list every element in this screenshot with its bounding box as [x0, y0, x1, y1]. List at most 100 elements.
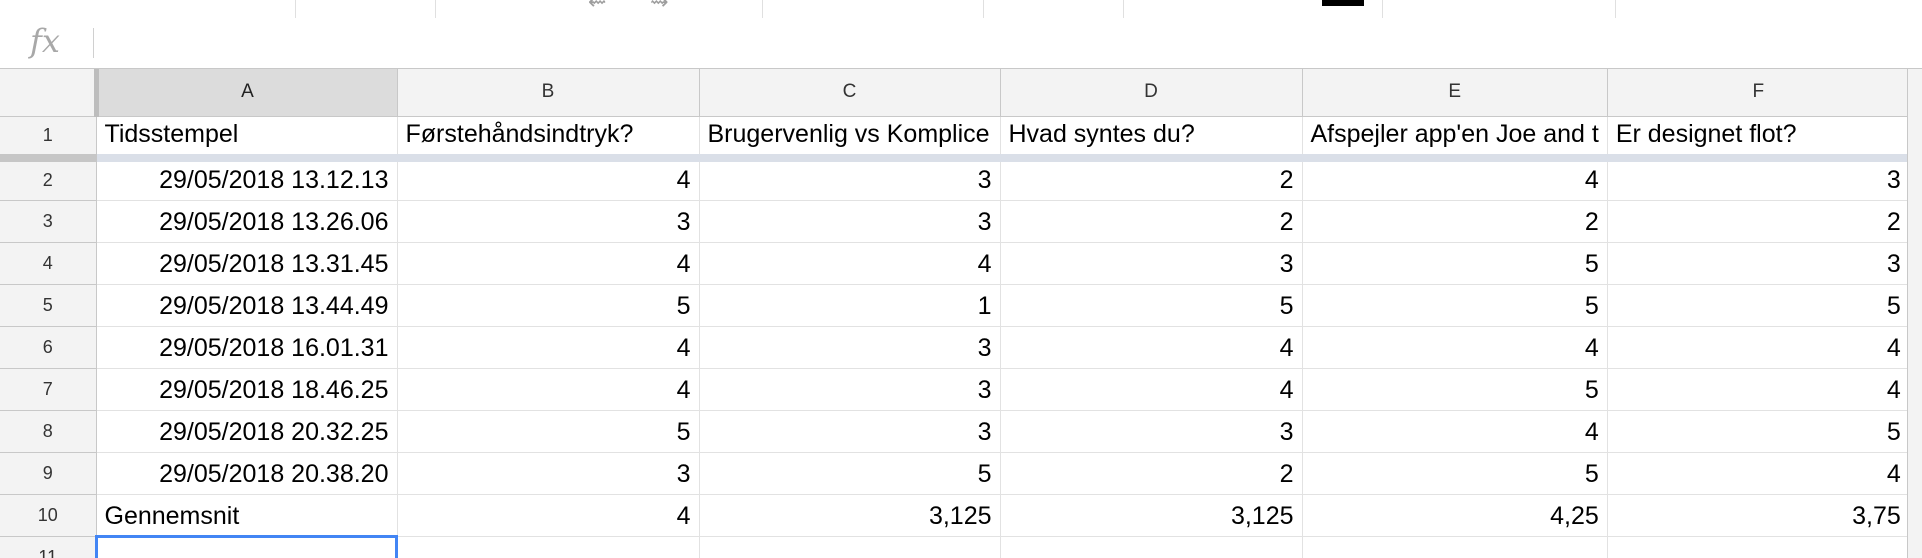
table-cell[interactable]: 29/05/2018 20.38.20	[96, 452, 398, 495]
table-cell[interactable]: Afspejler app'en Joe and t	[1302, 116, 1608, 162]
table-cell[interactable]: 4	[397, 368, 700, 411]
column-header-d[interactable]: D	[1000, 69, 1303, 117]
table-cell[interactable]: 3	[699, 368, 1001, 411]
row-header[interactable]: 7	[0, 368, 97, 411]
table-cell[interactable]: 4	[1000, 368, 1303, 411]
toolbar-separator	[435, 0, 436, 18]
table-cell[interactable]: 4	[397, 242, 700, 285]
table-cell[interactable]: 29/05/2018 13.12.13	[96, 158, 398, 201]
table-cell[interactable]: 5	[1302, 284, 1608, 327]
table-cell[interactable]: 3	[397, 452, 700, 495]
row-header[interactable]: 2	[0, 158, 97, 201]
table-cell[interactable]	[1607, 536, 1910, 558]
table-cell[interactable]: 4	[1607, 326, 1910, 369]
table-cell[interactable]: 5	[397, 410, 700, 453]
table-cell[interactable]: 4	[1302, 158, 1608, 201]
table-cell[interactable]	[1000, 536, 1303, 558]
table-row: 2 29/05/2018 13.12.13 4 3 2 4 3	[0, 158, 1910, 201]
table-cell[interactable]	[1302, 536, 1608, 558]
toolbar-separator	[1615, 0, 1616, 18]
table-cell[interactable]: 29/05/2018 16.01.31	[96, 326, 398, 369]
vertical-scrollbar[interactable]	[1907, 69, 1922, 558]
toolbar-separator	[762, 0, 763, 18]
table-cell[interactable]: 5	[1607, 410, 1910, 453]
table-cell[interactable]: 5	[1000, 284, 1303, 327]
table-cell[interactable]: 4	[397, 494, 700, 537]
row-header[interactable]: 9	[0, 452, 97, 495]
column-header-e[interactable]: E	[1302, 69, 1608, 117]
table-cell[interactable]: 3	[699, 326, 1001, 369]
column-header-c[interactable]: C	[699, 69, 1001, 117]
table-row: 6 29/05/2018 16.01.31 4 3 4 4 4	[0, 326, 1910, 369]
table-cell[interactable]: 4	[397, 158, 700, 201]
select-all-corner[interactable]	[0, 69, 99, 117]
table-cell[interactable]: 2	[1000, 200, 1303, 243]
table-cell[interactable]: 4	[1607, 452, 1910, 495]
table-cell[interactable]: Hvad syntes du?	[1000, 116, 1303, 162]
table-cell[interactable]: 3	[699, 158, 1001, 201]
table-cell[interactable]: 3	[699, 200, 1001, 243]
table-cell[interactable]: 4	[397, 326, 700, 369]
table-row: 8 29/05/2018 20.32.25 5 3 3 4 5	[0, 410, 1910, 453]
table-cell[interactable]: 3,125	[699, 494, 1001, 537]
redo-arrow-icon[interactable]: ⇝	[650, 0, 669, 14]
row-header[interactable]: 1	[0, 116, 97, 162]
table-cell[interactable]: 3,75	[1607, 494, 1910, 537]
table-cell[interactable]: 5	[397, 284, 700, 327]
formula-bar: fx	[0, 20, 1922, 69]
formula-bar-separator	[93, 28, 94, 58]
table-cell[interactable]: 3	[1000, 242, 1303, 285]
table-cell[interactable]: Førstehåndsindtryk?	[397, 116, 700, 162]
table-cell[interactable]: 4	[1000, 326, 1303, 369]
table-cell[interactable]: 29/05/2018 18.46.25	[96, 368, 398, 411]
table-cell[interactable]: 3	[699, 410, 1001, 453]
table-row: 3 29/05/2018 13.26.06 3 3 2 2 2	[0, 200, 1910, 243]
table-cell[interactable]: 2	[1607, 200, 1910, 243]
table-cell[interactable]: 3	[1000, 410, 1303, 453]
column-header-f[interactable]: F	[1607, 69, 1910, 117]
formula-input[interactable]	[100, 26, 1904, 62]
table-cell[interactable]: 3	[1607, 158, 1910, 201]
table-cell[interactable]: 5	[1302, 368, 1608, 411]
row-header[interactable]: 4	[0, 242, 97, 285]
table-cell[interactable]: 4	[1302, 410, 1608, 453]
text-color-swatch[interactable]	[1322, 0, 1364, 6]
table-cell[interactable]: 4	[699, 242, 1001, 285]
column-header-a[interactable]: A	[96, 69, 398, 117]
table-cell[interactable]: 5	[699, 452, 1001, 495]
table-cell[interactable]: Er designet flot?	[1607, 116, 1910, 162]
row-header[interactable]: 11	[0, 536, 97, 558]
undo-arrow-icon[interactable]: ⇜	[588, 0, 607, 14]
table-cell[interactable]	[397, 536, 700, 558]
table-cell[interactable]: 2	[1000, 158, 1303, 201]
table-cell[interactable]: 2	[1000, 452, 1303, 495]
table-cell[interactable]: 4	[1607, 368, 1910, 411]
table-cell[interactable]: 29/05/2018 13.31.45	[96, 242, 398, 285]
table-cell[interactable]: 5	[1607, 284, 1910, 327]
active-cell[interactable]	[95, 535, 398, 558]
table-cell[interactable]: 5	[1302, 452, 1608, 495]
table-row: 5 29/05/2018 13.44.49 5 1 5 5 5	[0, 284, 1910, 327]
row-header[interactable]: 5	[0, 284, 97, 327]
table-cell[interactable]: 2	[1302, 200, 1608, 243]
column-header-b[interactable]: B	[397, 69, 700, 117]
row-header[interactable]: 3	[0, 200, 97, 243]
table-cell[interactable]: 4	[1302, 326, 1608, 369]
table-cell[interactable]: Brugervenlig vs Komplice	[699, 116, 1001, 162]
table-cell[interactable]: 1	[699, 284, 1001, 327]
table-cell[interactable]: Gennemsnit	[96, 494, 398, 537]
row-header[interactable]: 8	[0, 410, 97, 453]
table-cell[interactable]: Tidsstempel	[96, 116, 398, 162]
table-cell[interactable]: 5	[1302, 242, 1608, 285]
cell-grid: A B C D E F 1 Tidsstempel Førstehåndsind…	[0, 69, 1910, 558]
table-cell[interactable]: 29/05/2018 20.32.25	[96, 410, 398, 453]
table-cell[interactable]: 29/05/2018 13.44.49	[96, 284, 398, 327]
row-header[interactable]: 6	[0, 326, 97, 369]
table-cell[interactable]: 29/05/2018 13.26.06	[96, 200, 398, 243]
table-cell[interactable]: 3	[397, 200, 700, 243]
row-header[interactable]: 10	[0, 494, 97, 537]
table-cell[interactable]	[699, 536, 1001, 558]
table-cell[interactable]: 3,125	[1000, 494, 1303, 537]
table-cell[interactable]: 4,25	[1302, 494, 1608, 537]
table-cell[interactable]: 3	[1607, 242, 1910, 285]
